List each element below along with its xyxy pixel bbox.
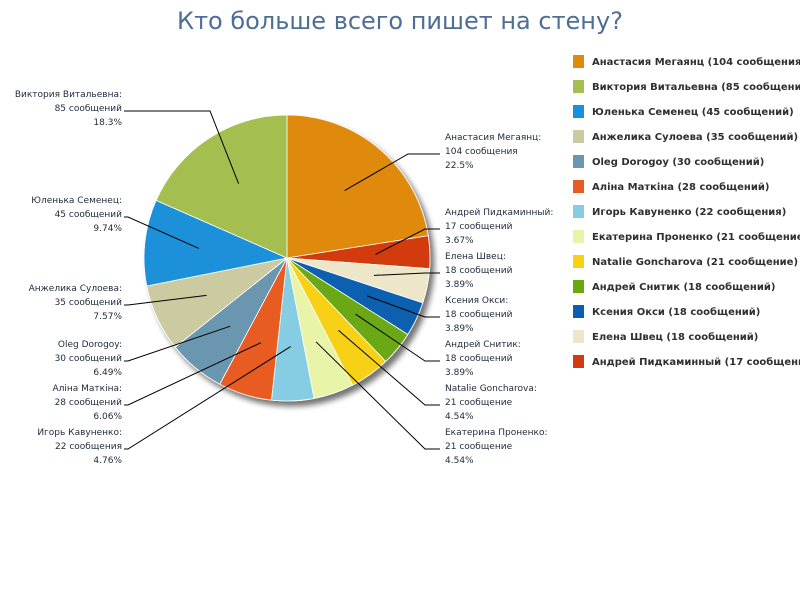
- legend-swatch: [573, 305, 584, 318]
- chart-title: Кто больше всего пишет на стену?: [177, 7, 623, 35]
- legend-label: Oleg Dorogoy (30 сообщений): [592, 156, 764, 168]
- legend-label: Ксения Окси (18 сообщений): [592, 306, 760, 318]
- legend-item-анжелика-сулоева: Анжелика Сулоева (35 сообщений): [573, 130, 798, 143]
- data-label-игорь-кавуненко: Игорь Кавуненко: 22 сообщения 4.76%: [37, 428, 122, 466]
- data-label-аліна-маткіна: Аліна Маткіна: 28 сообщений 6.06%: [52, 384, 122, 422]
- legend-item-oleg-dorogoy: Oleg Dorogoy (30 сообщений): [573, 155, 764, 168]
- legend-item-аліна-маткіна: Аліна Маткіна (28 сообщений): [573, 180, 769, 193]
- legend-swatch: [573, 80, 584, 93]
- leader-line-виктория-витальевна: [124, 110, 240, 184]
- legend-label: Аліна Маткіна (28 сообщений): [592, 181, 769, 193]
- legend-swatch: [573, 55, 584, 68]
- legend-label: Андрей Снитик (18 сообщений): [592, 281, 775, 293]
- legend-swatch: [573, 280, 584, 293]
- legend-swatch: [573, 355, 584, 368]
- data-label-natalie-goncharova: Natalie Goncharova: 21 сообщение 4.54%: [445, 384, 537, 422]
- legend-item-юленька-семенец: Юленька Семенец (45 сообщений): [573, 105, 794, 118]
- data-label-андрей-пидкаминный: Андрей Пидкаминный: 17 сообщений 3.67%: [445, 208, 553, 246]
- legend-label: Анастасия Мегаянц (104 сообщения): [592, 56, 800, 68]
- legend-item-екатерина-проненко: Екатерина Проненко (21 сообщение: [573, 230, 800, 243]
- pie-slice-виктория-витальевна: [155, 114, 288, 259]
- leader-line-андрей-пидкаминный: [375, 228, 440, 255]
- legend-label: Андрей Пидкаминный (17 сообщений: [592, 356, 800, 368]
- legend-label: Екатерина Проненко (21 сообщение: [592, 231, 800, 243]
- leader-line-игорь-кавуненко: [124, 346, 291, 450]
- data-label-андрей-снитик: Андрей Снитик: 18 сообщений 3.89%: [445, 340, 521, 378]
- legend-label: Игорь Кавуненко (22 сообщения): [592, 206, 786, 218]
- legend-label: Елена Швец (18 сообщений): [592, 331, 758, 343]
- legend-item-анастасия-мегаянц: Анастасия Мегаянц (104 сообщения): [573, 55, 800, 68]
- legend-item-елена-швец: Елена Швец (18 сообщений): [573, 330, 758, 343]
- leader-line-юленька-семенец: [124, 216, 200, 249]
- legend-label: Natalie Goncharova (21 сообщение): [592, 256, 798, 268]
- legend-item-виктория-витальевна: Виктория Витальевна (85 сообщений): [573, 80, 800, 93]
- legend-item-андрей-снитик: Андрей Снитик (18 сообщений): [573, 280, 775, 293]
- leader-line-анастасия-мегаянц: [344, 153, 440, 192]
- legend-swatch: [573, 230, 584, 243]
- data-label-oleg-dorogoy: Oleg Dorogoy: 30 сообщений 6.49%: [55, 340, 123, 378]
- legend-swatch: [573, 255, 584, 268]
- pie-slice-анастасия-мегаянц: [286, 114, 429, 259]
- leader-line-елена-швец: [373, 272, 440, 276]
- legend: Анастасия Мегаянц (104 сообщения) Виктори…: [573, 55, 800, 368]
- legend-swatch: [573, 105, 584, 118]
- legend-label: Виктория Витальевна (85 сообщений): [592, 81, 800, 93]
- data-label-виктория-витальевна: Виктория Витальевна: 85 сообщений 18.3%: [15, 90, 123, 128]
- legend-item-ксения-окси: Ксения Окси (18 сообщений): [573, 305, 760, 318]
- data-label-анастасия-мегаянц: Анастасия Мегаянц: 104 сообщения 22.5%: [445, 133, 541, 171]
- leader-line-oleg-dorogoy: [124, 325, 231, 362]
- legend-item-андрей-пидкаминный: Андрей Пидкаминный (17 сообщений: [573, 355, 800, 368]
- leader-line-екатерина-проненко: [315, 341, 440, 450]
- legend-swatch: [573, 330, 584, 343]
- legend-label: Юленька Семенец (45 сообщений): [592, 106, 794, 118]
- leader-line-андрей-снитик: [355, 313, 440, 362]
- legend-swatch: [573, 205, 584, 218]
- legend-swatch: [573, 155, 584, 168]
- legend-label: Анжелика Сулоева (35 сообщений): [592, 131, 798, 143]
- data-label-екатерина-проненко: Екатерина Проненко: 21 сообщение 4.54%: [445, 428, 548, 466]
- data-label-юленька-семенец: Юленька Семенец: 45 сообщений 9.74%: [31, 196, 122, 234]
- pie-slice-юленька-семенец: [143, 199, 289, 287]
- leader-line-natalie-goncharova: [338, 329, 440, 406]
- legend-swatch: [573, 130, 584, 143]
- legend-item-natalie-goncharova: Natalie Goncharova (21 сообщение): [573, 255, 798, 268]
- legend-item-игорь-кавуненко: Игорь Кавуненко (22 сообщения): [573, 205, 786, 218]
- legend-swatch: [573, 180, 584, 193]
- data-label-елена-швец: Елена Швец: 18 сообщений 3.89%: [445, 252, 513, 290]
- leader-line-ксения-окси: [366, 295, 440, 318]
- leader-line-анжелика-сулоева: [124, 294, 207, 306]
- data-label-анжелика-сулоева: Анжелика Сулоева: 35 сообщений 7.57%: [29, 284, 123, 322]
- data-label-ксения-окси: Ксения Окси: 18 сообщений 3.89%: [445, 296, 513, 334]
- leader-line-аліна-маткіна: [124, 342, 262, 406]
